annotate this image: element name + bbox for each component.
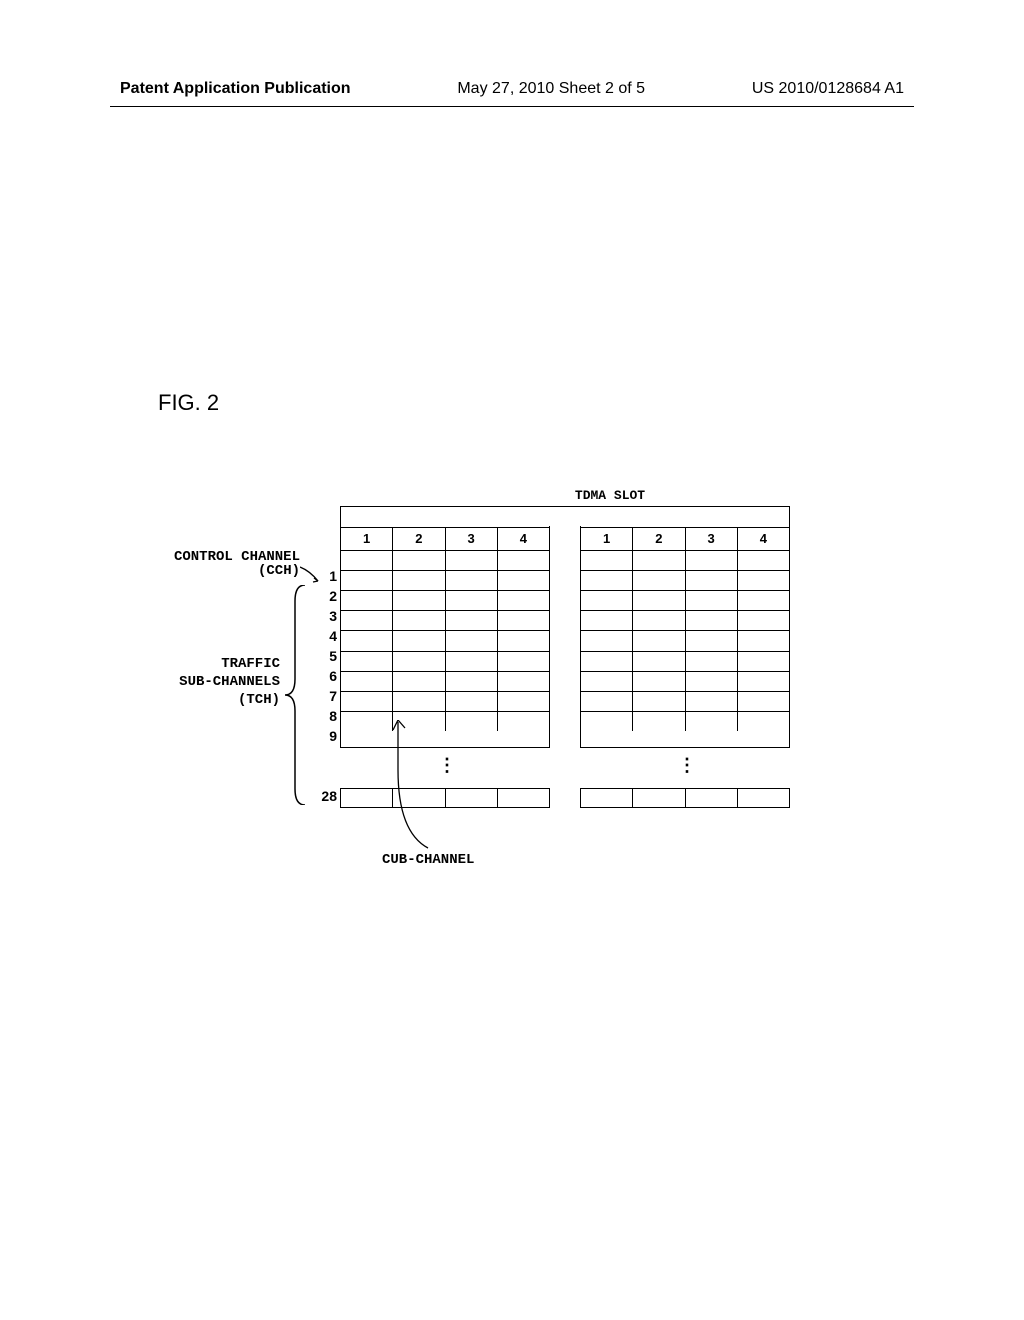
table-row: [581, 672, 789, 692]
downward-grid: DOWNWARD COMMUNICATION 1 2 3 4: [340, 506, 550, 748]
table-row: [581, 692, 789, 712]
table-row: [581, 631, 789, 651]
table-row: [341, 571, 549, 591]
figure-label: FIG. 2: [158, 390, 219, 416]
slot-number: 2: [393, 528, 445, 550]
cch-line2: (CCH): [258, 563, 300, 579]
row-number: 5: [315, 648, 337, 664]
slot-number: 4: [498, 528, 549, 550]
tch-line3: (TCH): [238, 692, 280, 708]
table-row: [581, 611, 789, 631]
table-row: [581, 571, 789, 591]
slot-number: 1: [341, 528, 393, 550]
table-row: [341, 591, 549, 611]
traffic-subchannels-label: TRAFFIC SUB-CHANNELS (TCH): [130, 655, 280, 709]
slot-number: 3: [686, 528, 738, 550]
table-row: [341, 652, 549, 672]
row-number: 6: [315, 668, 337, 684]
table-row: [581, 652, 789, 672]
slot-number: 3: [446, 528, 498, 550]
downward-grid-rows: [341, 551, 549, 731]
upward-final-row: [580, 788, 790, 808]
control-channel-label: CONTROL CHANNEL (CCH): [130, 550, 300, 578]
table-row: [581, 551, 789, 571]
row-number: 2: [315, 588, 337, 604]
row-number: 4: [315, 628, 337, 644]
curly-brace-icon: [283, 585, 307, 805]
header-center: May 27, 2010 Sheet 2 of 5: [457, 80, 645, 98]
subchannel-callout-line: [388, 720, 468, 850]
header-rule: [110, 106, 914, 107]
slot-number: 2: [633, 528, 685, 550]
table-row: [341, 551, 549, 571]
row-number: 3: [315, 608, 337, 624]
row-number: 1: [315, 568, 337, 584]
upward-grid-rows: [581, 551, 789, 731]
table-row: [581, 712, 789, 731]
slot-number: 4: [738, 528, 789, 550]
row-number: 8: [315, 708, 337, 724]
table-row: [341, 692, 549, 712]
subchannel-label: CUB-CHANNEL: [382, 852, 474, 868]
vdots-icon: ⋮: [678, 755, 696, 776]
upward-grid: UPWARD COMMUNICATION 1 2 3 4: [580, 506, 790, 748]
tdma-title: TDMA SLOT: [340, 488, 880, 503]
slot-number: 1: [581, 528, 633, 550]
row-number: 7: [315, 688, 337, 704]
tch-line2: SUB-CHANNELS: [179, 674, 280, 690]
header-left: Patent Application Publication: [120, 80, 351, 98]
tch-line1: TRAFFIC: [221, 656, 280, 672]
tdma-header-outline: [340, 506, 790, 526]
row-number: 28: [310, 788, 337, 804]
downward-slot-header: 1 2 3 4: [341, 528, 549, 551]
table-row: [341, 672, 549, 692]
page-header: Patent Application Publication May 27, 2…: [0, 80, 1024, 98]
row-number: 9: [315, 728, 337, 744]
tdma-slot-diagram: TDMA SLOT CONTROL CHANNEL (CCH) TRAFFIC …: [120, 490, 900, 890]
upward-slot-header: 1 2 3 4: [581, 528, 789, 551]
header-right: US 2010/0128684 A1: [752, 80, 904, 98]
table-row: [581, 591, 789, 611]
table-row: [341, 631, 549, 651]
table-row: [341, 611, 549, 631]
